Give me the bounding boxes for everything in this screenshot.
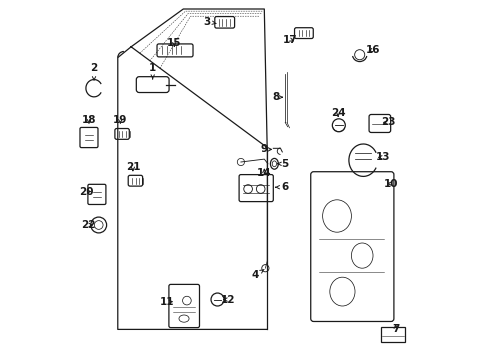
Text: 6: 6 (275, 182, 288, 192)
Text: 5: 5 (277, 159, 288, 169)
Text: 19: 19 (113, 114, 127, 125)
Text: 11: 11 (160, 297, 174, 307)
Text: 10: 10 (383, 179, 397, 189)
Text: 4: 4 (251, 269, 264, 280)
Text: 24: 24 (330, 108, 345, 118)
Text: 21: 21 (125, 162, 140, 172)
Text: 22: 22 (81, 220, 95, 230)
Text: 17: 17 (283, 35, 297, 45)
Text: 9: 9 (260, 144, 271, 154)
Text: 20: 20 (79, 186, 93, 197)
Text: 2: 2 (90, 63, 98, 80)
Text: 13: 13 (375, 152, 389, 162)
Text: 15: 15 (167, 38, 181, 48)
Text: 7: 7 (391, 324, 399, 334)
Text: 1: 1 (149, 63, 156, 79)
Text: 14: 14 (257, 168, 271, 178)
Text: 23: 23 (381, 117, 395, 127)
Text: 3: 3 (203, 17, 216, 27)
Text: 16: 16 (366, 45, 380, 55)
Text: 18: 18 (81, 114, 96, 125)
Text: 12: 12 (220, 294, 234, 305)
Text: 8: 8 (272, 92, 282, 102)
